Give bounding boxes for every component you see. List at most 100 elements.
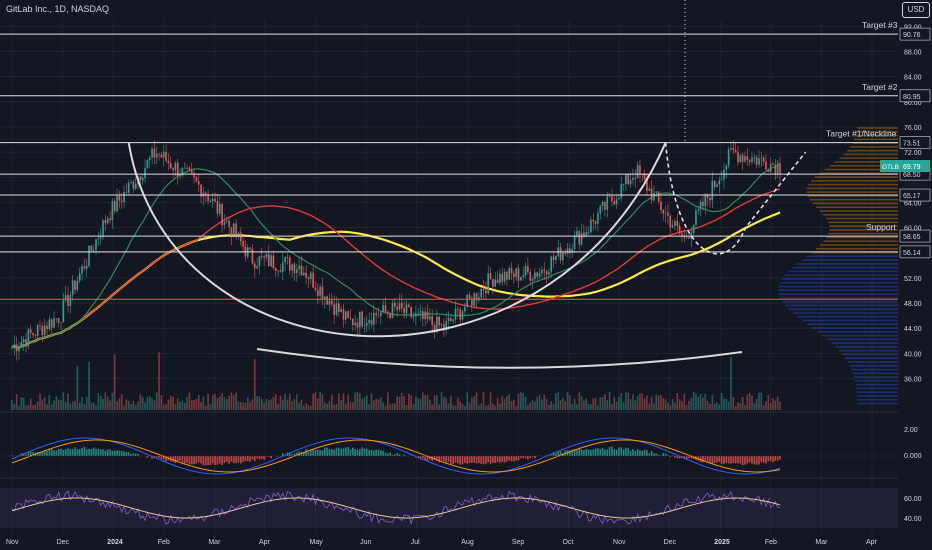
macd-histogram-bar — [69, 448, 72, 456]
macd-histogram-bar — [557, 451, 560, 456]
macd-tick-label: 2.00 — [904, 427, 918, 434]
candle — [99, 236, 102, 239]
macd-histogram-bar — [340, 448, 342, 456]
candle — [321, 286, 324, 300]
candle — [401, 303, 403, 309]
candle — [132, 181, 135, 189]
volume-bar — [302, 405, 305, 410]
volume-bar — [501, 395, 504, 410]
candle — [223, 221, 226, 226]
candle — [127, 182, 130, 193]
candle — [85, 265, 88, 269]
candle — [461, 311, 464, 320]
volume-bar — [359, 393, 361, 410]
volume-bar — [69, 403, 72, 410]
volume-bar — [478, 405, 480, 410]
macd-histogram-bar — [688, 456, 690, 459]
x-tick-label: Aug — [461, 539, 474, 546]
volume-bar — [398, 396, 401, 410]
volume-bar — [382, 402, 384, 410]
volume-profile-bar — [806, 187, 898, 190]
candle — [76, 280, 79, 291]
volume-bar — [18, 405, 20, 410]
volume-bar — [564, 401, 567, 410]
volume-bar — [697, 396, 700, 410]
price-label: 90.76 — [903, 32, 921, 39]
volume-bar — [429, 399, 431, 410]
candle — [443, 324, 445, 331]
volume-bar — [499, 403, 501, 410]
volume-profile-bar — [816, 206, 898, 209]
macd-histogram-bar — [496, 456, 499, 462]
macd-histogram-bar — [216, 456, 219, 465]
macd-histogram-bar — [513, 456, 515, 462]
volume-bar — [681, 400, 683, 410]
candle — [265, 253, 268, 258]
macd-histogram-bar — [298, 451, 300, 456]
macd-histogram-bar — [765, 456, 767, 464]
volume-bar — [130, 403, 132, 410]
volume-bar — [669, 405, 672, 410]
volume-bar — [172, 396, 174, 410]
candle — [471, 298, 473, 306]
macd-histogram-bar — [767, 456, 770, 462]
candle — [695, 210, 697, 225]
rsi-tick-label: 40.00 — [904, 516, 922, 523]
macd-histogram-bar — [197, 456, 200, 463]
volume-bar — [244, 402, 247, 410]
candle — [545, 270, 548, 275]
volume-bar — [538, 394, 541, 410]
volume-bar — [368, 404, 370, 410]
volume-bar — [375, 398, 377, 410]
volume-bar — [102, 398, 104, 410]
macd-histogram-bar — [200, 456, 202, 464]
macd-histogram-bar — [657, 454, 660, 456]
volume-bar — [260, 398, 263, 410]
volume-bar — [125, 399, 128, 410]
volume-bar — [690, 397, 693, 410]
volume-bar — [515, 405, 518, 410]
candle — [335, 303, 338, 315]
macd-histogram-bar — [597, 448, 599, 456]
volume-bar — [634, 400, 637, 410]
y-tick-label: 80.00 — [904, 100, 922, 107]
candle — [71, 280, 74, 295]
volume-bar — [541, 399, 543, 410]
volume-profile-bar — [831, 342, 898, 344]
candle — [340, 309, 342, 313]
volume-bar — [601, 397, 604, 410]
volume-bar — [246, 397, 249, 410]
macd-histogram-bar — [776, 456, 779, 461]
candle — [660, 201, 662, 211]
candle — [657, 191, 660, 202]
macd-line — [11, 437, 781, 475]
currency-button[interactable]: USD — [902, 2, 930, 18]
macd-histogram-bar — [244, 456, 247, 462]
macd-histogram-bar — [748, 456, 751, 463]
candle — [503, 271, 506, 282]
macd-histogram-bar — [779, 456, 781, 460]
volume-bar — [160, 394, 163, 410]
macd-histogram-bar — [573, 449, 576, 456]
candle — [653, 192, 655, 201]
volume-bar — [508, 394, 511, 410]
volume-bar — [123, 405, 125, 410]
volume-bar — [356, 392, 359, 410]
macd-histogram-bar — [253, 456, 256, 462]
volume-bar — [592, 398, 595, 410]
volume-bar — [165, 404, 167, 410]
volume-bar — [337, 393, 340, 410]
candle — [485, 290, 487, 294]
volume-bar — [405, 404, 408, 410]
macd-histogram-bar — [709, 456, 711, 464]
candle — [207, 195, 209, 202]
candle — [55, 318, 58, 320]
macd-histogram-bar — [716, 456, 718, 463]
macd-histogram-bar — [151, 456, 153, 459]
volume-bar — [758, 392, 760, 410]
volume-bar — [53, 400, 55, 410]
macd-histogram-bar — [111, 450, 114, 456]
candle — [43, 325, 46, 336]
macd-histogram-bar — [718, 456, 721, 462]
